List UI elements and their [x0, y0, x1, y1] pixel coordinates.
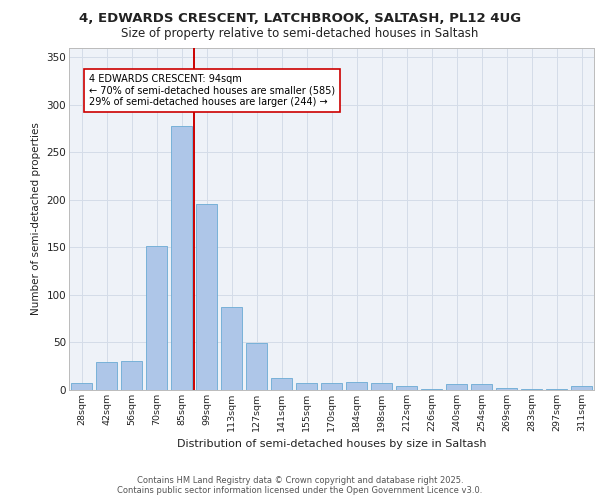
Y-axis label: Number of semi-detached properties: Number of semi-detached properties	[31, 122, 41, 315]
Bar	[146, 246, 167, 390]
Bar	[471, 384, 492, 390]
Bar	[121, 362, 142, 390]
Bar	[546, 389, 567, 390]
Bar	[171, 126, 192, 390]
Bar	[221, 307, 242, 390]
Bar	[421, 389, 442, 390]
Bar	[571, 386, 592, 390]
Bar	[271, 378, 292, 390]
Text: Size of property relative to semi-detached houses in Saltash: Size of property relative to semi-detach…	[121, 28, 479, 40]
Bar	[346, 382, 367, 390]
Bar	[296, 384, 317, 390]
Bar	[396, 386, 417, 390]
Bar	[446, 384, 467, 390]
Text: 4 EDWARDS CRESCENT: 94sqm
← 70% of semi-detached houses are smaller (585)
29% of: 4 EDWARDS CRESCENT: 94sqm ← 70% of semi-…	[89, 74, 335, 108]
Text: 4, EDWARDS CRESCENT, LATCHBROOK, SALTASH, PL12 4UG: 4, EDWARDS CRESCENT, LATCHBROOK, SALTASH…	[79, 12, 521, 26]
X-axis label: Distribution of semi-detached houses by size in Saltash: Distribution of semi-detached houses by …	[177, 440, 486, 450]
Bar	[496, 388, 517, 390]
Text: Contains HM Land Registry data © Crown copyright and database right 2025.
Contai: Contains HM Land Registry data © Crown c…	[118, 476, 482, 495]
Bar	[521, 389, 542, 390]
Bar	[96, 362, 117, 390]
Bar	[196, 204, 217, 390]
Bar	[321, 384, 342, 390]
Bar	[246, 344, 267, 390]
Bar	[71, 384, 92, 390]
Bar	[371, 384, 392, 390]
